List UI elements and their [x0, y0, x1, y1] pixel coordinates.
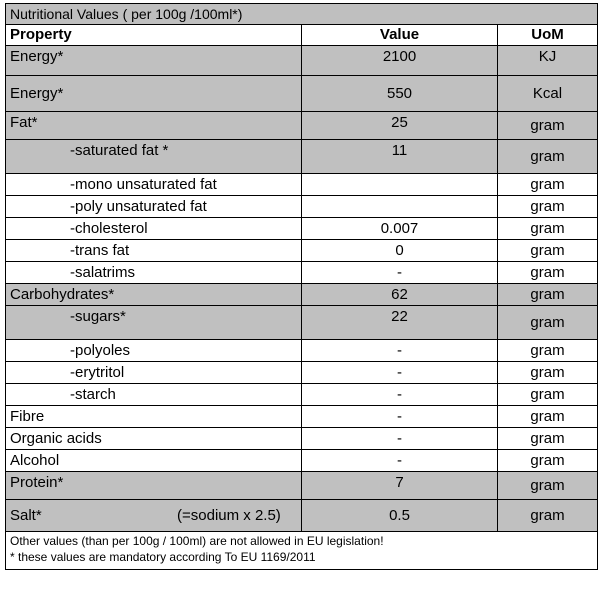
header-property: Property [5, 24, 302, 46]
row-property: -polyoles [5, 339, 302, 362]
row-uom: gram [496, 361, 599, 384]
row-value: 22 [301, 305, 498, 340]
title-row: Nutritional Values ( per 100g /100ml*) [4, 3, 599, 25]
row-property: -mono unsaturated fat [5, 173, 302, 196]
row-value: - [301, 427, 498, 450]
row-value: - [301, 261, 498, 284]
row-property: -trans fat [5, 239, 302, 262]
row-uom: gram [496, 239, 599, 262]
row-uom: gram [496, 217, 599, 240]
footnote-mandatory: * these values are mandatory according T… [10, 550, 316, 564]
row-uom: gram [496, 195, 599, 218]
row-property: -starch [5, 383, 302, 406]
row-uom: KJ [496, 45, 599, 76]
row-value: 7 [301, 471, 498, 500]
row-value: 0.007 [301, 217, 498, 240]
sodium-note: (=sodium x 2.5) [177, 506, 281, 524]
row-value: 0 [301, 239, 498, 262]
table-row: Energy* 2100 KJ [5, 45, 599, 76]
row-value: - [301, 405, 498, 428]
table-row: -trans fat 0 gram [5, 239, 599, 262]
row-value: 550 [301, 75, 498, 112]
row-value [301, 195, 498, 218]
row-value: 62 [301, 283, 498, 306]
row-value [301, 173, 498, 196]
table-row: -mono unsaturated fat gram [5, 173, 599, 196]
row-property: Energy* [5, 45, 302, 76]
row-uom: gram [496, 499, 599, 532]
row-uom: gram [496, 471, 599, 500]
row-uom: gram [496, 427, 599, 450]
row-uom: gram [496, 283, 599, 306]
row-uom: gram [496, 111, 599, 140]
table-row: Salt* (=sodium x 2.5) 0.5 gram [5, 499, 599, 532]
table-row: Carbohydrates* 62 gram [5, 283, 599, 306]
row-value: 0.5 [301, 499, 498, 532]
row-value: - [301, 339, 498, 362]
row-property: Carbohydrates* [5, 283, 302, 306]
row-value: 11 [301, 139, 498, 174]
table-row: -polyoles - gram [5, 339, 599, 362]
table-row: -saturated fat * 11 gram [5, 139, 599, 174]
row-uom: gram [496, 405, 599, 428]
row-property: Protein* [5, 471, 302, 500]
table-row: Protein* 7 gram [5, 471, 599, 500]
row-uom: gram [496, 305, 599, 340]
table-row: -salatrims - gram [5, 261, 599, 284]
row-uom: gram [496, 383, 599, 406]
row-value: - [301, 449, 498, 472]
table-row: Alcohol - gram [5, 449, 599, 472]
row-property: Alcohol [5, 449, 302, 472]
footnote-row: Other values (than per 100g / 100ml) are… [4, 531, 599, 570]
footnotes-cell: Other values (than per 100g / 100ml) are… [4, 531, 599, 570]
row-property: Organic acids [5, 427, 302, 450]
row-property: -poly unsaturated fat [5, 195, 302, 218]
row-value: - [301, 361, 498, 384]
table-row: -poly unsaturated fat gram [5, 195, 599, 218]
row-uom: gram [496, 339, 599, 362]
table-row: Fibre - gram [5, 405, 599, 428]
row-property: -sugars* [5, 305, 302, 340]
row-uom: gram [496, 449, 599, 472]
row-property: Salt* [10, 506, 42, 524]
row-value: - [301, 383, 498, 406]
table-row: Fat* 25 gram [5, 111, 599, 140]
row-property: Energy* [5, 75, 302, 112]
salt-property-cell: Salt* (=sodium x 2.5) [5, 499, 302, 532]
row-property: -saturated fat * [5, 139, 302, 174]
table-row: Organic acids - gram [5, 427, 599, 450]
row-property: -erytritol [5, 361, 302, 384]
header-row: Property Value UoM [5, 24, 599, 46]
row-property: Fat* [5, 111, 302, 140]
row-value: 25 [301, 111, 498, 140]
table-row: -starch - gram [5, 383, 599, 406]
header-uom: UoM [496, 24, 599, 46]
table-row: Energy* 550 Kcal [5, 75, 599, 112]
row-uom: gram [496, 261, 599, 284]
header-value: Value [301, 24, 498, 46]
row-property: Fibre [5, 405, 302, 428]
row-uom: gram [496, 139, 599, 174]
table-title: Nutritional Values ( per 100g /100ml*) [4, 3, 599, 25]
nutrition-table: Nutritional Values ( per 100g /100ml*) P… [4, 3, 599, 570]
row-uom: gram [496, 173, 599, 196]
footnote-legislation: Other values (than per 100g / 100ml) are… [10, 534, 384, 548]
table-row: -sugars* 22 gram [5, 305, 599, 340]
row-uom: Kcal [496, 75, 599, 112]
row-value: 2100 [301, 45, 498, 76]
row-property: -salatrims [5, 261, 302, 284]
table-row: -cholesterol 0.007 gram [5, 217, 599, 240]
table-row: -erytritol - gram [5, 361, 599, 384]
row-property: -cholesterol [5, 217, 302, 240]
